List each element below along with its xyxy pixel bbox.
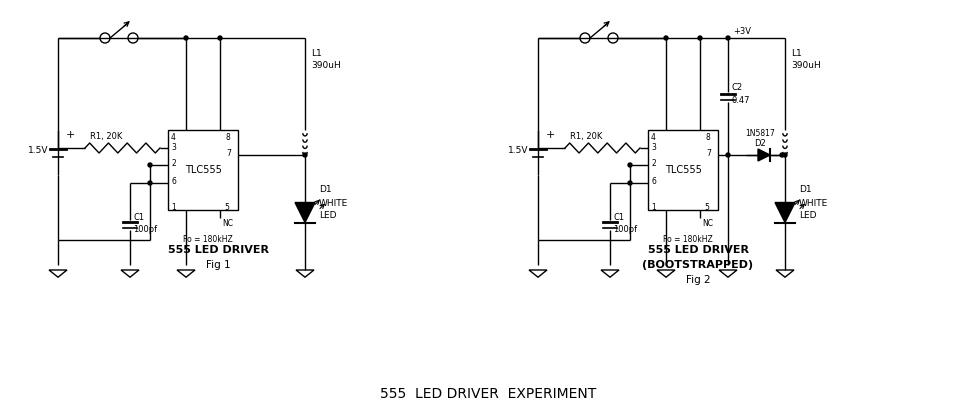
Text: Fo = 180kHZ: Fo = 180kHZ <box>183 235 232 245</box>
Text: 1N5817: 1N5817 <box>745 129 775 138</box>
Circle shape <box>780 153 784 157</box>
Circle shape <box>726 36 730 40</box>
Circle shape <box>628 163 632 167</box>
Circle shape <box>664 36 668 40</box>
Text: 6: 6 <box>171 178 176 186</box>
Text: 5: 5 <box>224 203 229 211</box>
Text: D1: D1 <box>799 186 812 195</box>
Text: C1: C1 <box>613 213 624 221</box>
Bar <box>648 130 718 210</box>
Text: L1: L1 <box>311 49 322 57</box>
Text: +3V: +3V <box>734 27 752 37</box>
Polygon shape <box>775 203 795 223</box>
Text: C1: C1 <box>133 213 144 221</box>
Text: L1: L1 <box>791 49 801 57</box>
Text: R1, 20K: R1, 20K <box>570 133 602 141</box>
Text: 1.5V: 1.5V <box>28 146 49 155</box>
Circle shape <box>148 163 152 167</box>
Text: 555  LED DRIVER  EXPERIMENT: 555 LED DRIVER EXPERIMENT <box>380 387 596 401</box>
Text: 7: 7 <box>706 149 711 158</box>
Text: 1.5V: 1.5V <box>508 146 528 155</box>
Text: 5: 5 <box>704 203 709 211</box>
Circle shape <box>148 181 152 185</box>
Circle shape <box>726 153 730 157</box>
Circle shape <box>628 181 632 185</box>
Text: Fig 2: Fig 2 <box>686 275 711 285</box>
Text: 1: 1 <box>651 203 656 211</box>
Text: +: + <box>66 130 75 140</box>
Text: 2: 2 <box>651 159 656 168</box>
Text: TLC555: TLC555 <box>665 165 702 175</box>
Circle shape <box>303 153 307 157</box>
Circle shape <box>698 36 702 40</box>
Text: D2: D2 <box>754 139 766 148</box>
Text: 8: 8 <box>226 134 230 143</box>
Text: 4: 4 <box>171 134 176 143</box>
Text: 390uH: 390uH <box>791 62 821 70</box>
Text: Fig 1: Fig 1 <box>206 260 230 270</box>
Text: Fo = 180kHZ: Fo = 180kHZ <box>663 235 712 245</box>
Text: WHITE: WHITE <box>319 198 348 208</box>
Text: LED: LED <box>319 211 337 220</box>
Text: 3: 3 <box>651 143 656 151</box>
Circle shape <box>184 36 188 40</box>
Text: NC: NC <box>702 220 713 228</box>
Text: 555 LED DRIVER: 555 LED DRIVER <box>168 245 268 255</box>
Text: TLC555: TLC555 <box>184 165 222 175</box>
Text: 555 LED DRIVER: 555 LED DRIVER <box>647 245 749 255</box>
Text: 100pf: 100pf <box>613 225 637 235</box>
Text: C2: C2 <box>732 83 743 92</box>
Text: 4: 4 <box>651 134 656 143</box>
Text: 0.47: 0.47 <box>732 96 751 105</box>
Text: LED: LED <box>799 211 817 220</box>
Text: 1: 1 <box>171 203 176 211</box>
Polygon shape <box>758 149 770 161</box>
Text: D1: D1 <box>319 186 332 195</box>
Text: WHITE: WHITE <box>799 198 829 208</box>
Text: 6: 6 <box>651 178 656 186</box>
Text: 8: 8 <box>706 134 711 143</box>
Text: (BOOTSTRAPPED): (BOOTSTRAPPED) <box>642 260 753 270</box>
Polygon shape <box>295 203 315 223</box>
Bar <box>168 130 238 210</box>
Text: 390uH: 390uH <box>311 62 341 70</box>
Circle shape <box>218 36 222 40</box>
Text: 3: 3 <box>171 143 176 151</box>
Text: R1, 20K: R1, 20K <box>90 133 122 141</box>
Text: 2: 2 <box>171 159 176 168</box>
Text: 100pf: 100pf <box>133 225 157 235</box>
Circle shape <box>783 153 787 157</box>
Text: +: + <box>546 130 555 140</box>
Text: 7: 7 <box>226 149 231 158</box>
Text: NC: NC <box>222 220 233 228</box>
